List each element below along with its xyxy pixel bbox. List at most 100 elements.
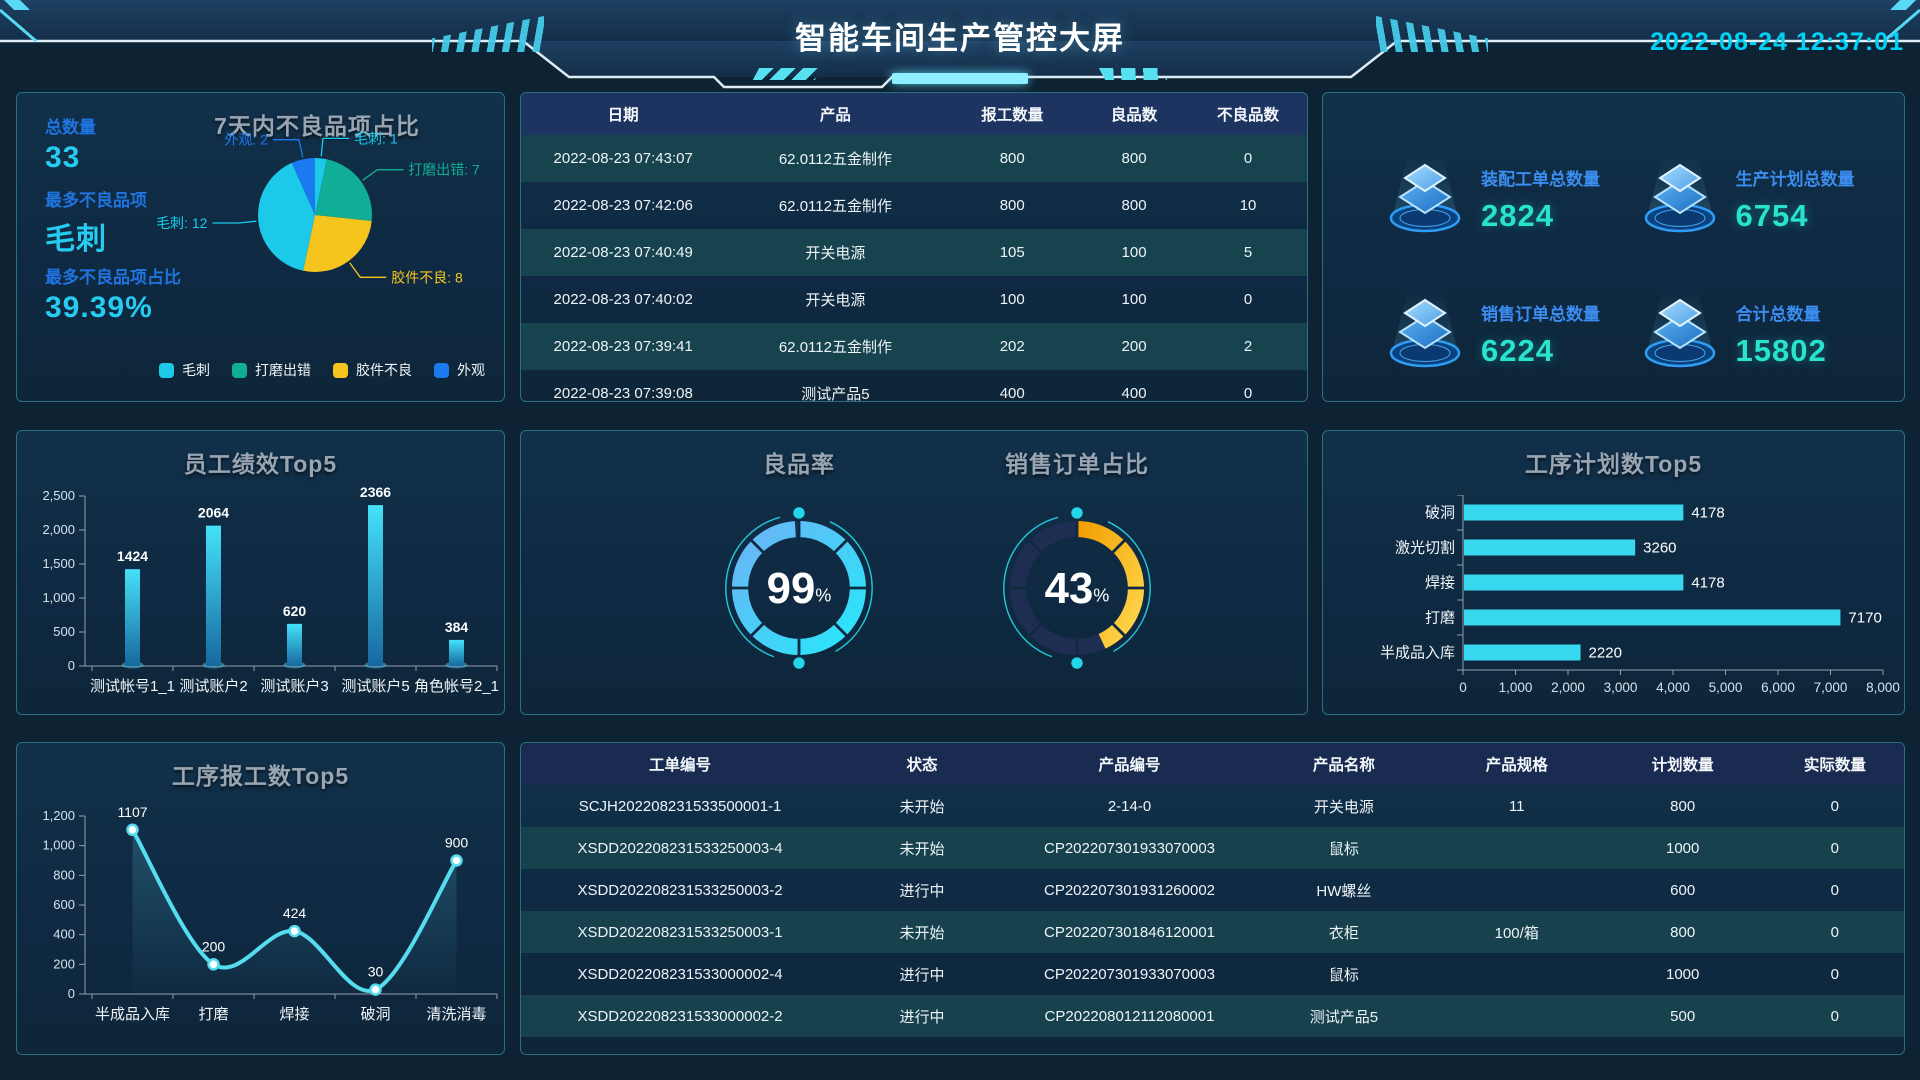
table-cell: 10 [1239,197,1257,214]
table-cell: 2022-08-23 07:39:41 [553,338,693,355]
header-frame-decoration [0,0,1920,89]
svg-text:1,500: 1,500 [42,556,75,571]
svg-text:2366: 2366 [360,484,391,500]
svg-text:焊接: 焊接 [1425,575,1455,592]
svg-text:620: 620 [283,603,307,619]
stat-card-label: 合计总数量 [1735,305,1821,324]
table-cell: 0 [1243,291,1253,308]
svg-text:1107: 1107 [117,804,147,820]
svg-text:激光切割: 激光切割 [1395,540,1455,557]
table-cell: CP202207301933070003 [1044,839,1215,857]
table-cell: 0 [1830,881,1839,899]
defect-pie-legend: 毛刺 打磨出错 胶件不良 外观 [137,360,504,380]
yield-gauge-chart: 99% [704,493,894,688]
stat-value: 39.39% [45,291,153,324]
column-header: 产品名称 [1253,743,1434,785]
svg-text:6,000: 6,000 [1761,680,1795,695]
table-row: 2022-08-23 07:39:08 测试产品5 400 400 0 [521,370,1307,402]
svg-text:4,000: 4,000 [1656,680,1690,695]
defect-pie-chart: 毛刺: 1 打磨出错: 7 胶件不良: 8 毛刺: 12 外观: 2 [156,127,502,355]
gauge-title: 销售订单占比 [1005,451,1149,477]
legend-item: 外观 [434,360,485,380]
table-row: XSDD202208231533000002-2 进行中 CP20220801211… [521,995,1904,1037]
legend-item: 胶件不良 [333,360,412,380]
table-row: 2022-08-23 07:40:02 开关电源 100 100 0 [521,276,1307,323]
table-cell: 0 [1830,797,1839,815]
stat-card-value: 15802 [1735,333,1827,368]
svg-text:5,000: 5,000 [1709,680,1743,695]
svg-text:焊接: 焊接 [279,1006,309,1023]
svg-text:打磨: 打磨 [198,1006,228,1023]
column-header: 产品编号 [1005,743,1254,785]
layers-icon [1644,294,1715,368]
header-substripes-left-decoration [752,68,822,80]
table-cell: 100 [1121,244,1147,261]
table-row: XSDD202208231533250003-2 进行中 CP20220730193… [521,869,1904,911]
panel-title: 7天内不良品项占比 [214,113,420,139]
table-cell: 1000 [1665,839,1700,857]
svg-text:测试账户3: 测试账户3 [260,678,328,695]
legend-swatch [159,362,174,378]
svg-text:500: 500 [53,624,75,639]
stat-card: 合计总数量 15802 [1638,272,1889,397]
svg-text:胶件不良: 8: 胶件不良: 8 [391,269,463,285]
table-row: 2022-08-23 07:43:07 62.0112五金制作 800 800 0 [521,135,1307,182]
table-cell: 800 [1670,797,1696,815]
svg-text:半成品入库: 半成品入库 [95,1006,170,1023]
process-plan-hbar-chart: 0 1,000 2,000 3,000 4,000 5,000 6,000 7,000 8,00… [1323,494,1904,714]
table-row: SCJH202208231533500001-1 未开始 2-14-0 开关电源 11 8… [521,785,1904,827]
table-cell: 800 [999,197,1025,214]
table-cell: 未开始 [899,840,945,858]
column-header: 产品规格 [1433,743,1600,785]
svg-text:424: 424 [283,905,307,921]
table-cell: 0 [1243,150,1253,167]
table-cell: 105 [999,244,1025,261]
stat-card-value: 2824 [1481,198,1554,233]
column-header: 计划数量 [1599,743,1766,785]
svg-text:7,000: 7,000 [1814,680,1848,695]
svg-text:0: 0 [1459,680,1467,695]
table-cell: 2-14-0 [1107,797,1152,815]
stat-text: 装配工单总数量 2824 [1481,165,1600,234]
table-cell: CP202207301846120001 [1044,923,1215,941]
column-header: 良品数 [1079,93,1190,135]
sales-gauge-block: 销售订单占比 43% [957,445,1197,688]
stat-value: 33 [45,141,81,174]
header-centerbar-decoration [892,73,1028,84]
table-cell [1434,869,1600,911]
page-title: 智能车间生产管控大屏 [795,21,1125,56]
table-cell: 202 [999,338,1025,355]
legend-label: 打磨出错 [255,362,311,378]
panel-work-orders-table: 工单编号 状态 产品编号 产品名称 产品规格 计划数量 实际数量 SCJH2022082315… [520,742,1905,1055]
svg-text:1,000: 1,000 [42,838,75,853]
stat-icon [1383,155,1467,244]
stat-value: 毛刺 [45,223,107,256]
stat-icon [1638,155,1722,244]
table-row: 2022-08-23 07:39:41 62.0112五金制作 202 200 2 [521,323,1307,370]
table-cell: 进行中 [899,882,945,900]
svg-text:384: 384 [445,619,469,635]
legend-swatch [333,362,348,378]
stat-card: 销售订单总数量 6224 [1383,272,1634,397]
table-cell: 5 [1243,244,1253,261]
panel-gauges: 良品率 99% 销售订单占比 43% [520,430,1308,715]
table-cell: XSDD202208231533000002-2 [577,1007,783,1025]
svg-text:200: 200 [202,938,226,954]
panel-employee-performance: 员工绩效Top5 0 500 1,000 1,500 2,000 2,500 1424 测试帐… [16,430,505,715]
column-header: 产品 [725,93,946,135]
svg-text:0: 0 [68,986,75,1001]
table-cell: XSDD202208231533250003-1 [577,923,783,941]
table-cell: 200 [1121,338,1147,355]
table-cell: XSDD202208231533250003-2 [577,881,783,899]
table-cell: 100 [1121,291,1147,308]
stat-card: 生产计划总数量 6754 [1638,137,1889,262]
table-cell: 进行中 [899,1008,945,1026]
table-cell: 测试产品5 [801,386,870,402]
table-cell: 开关电源 [805,245,866,262]
svg-text:1424: 1424 [117,548,148,564]
table-cell: 2022-08-23 07:39:08 [553,385,693,402]
table-cell: HW螺丝 [1316,882,1372,900]
stat-card-label: 生产计划总数量 [1735,170,1855,189]
svg-text:毛刺: 1: 毛刺: 1 [354,130,398,146]
svg-text:1,200: 1,200 [42,808,75,823]
